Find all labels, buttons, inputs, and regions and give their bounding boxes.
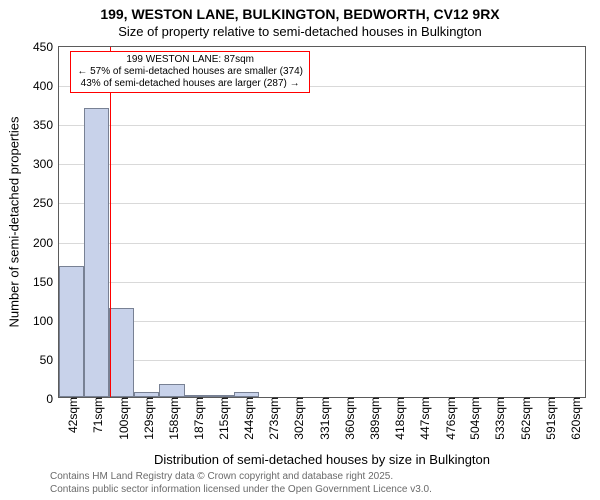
y-tick-label: 250 xyxy=(33,196,59,210)
x-tick-label: 187sqm xyxy=(188,397,206,440)
x-tick-label: 100sqm xyxy=(113,397,131,440)
x-tick-label: 562sqm xyxy=(515,397,533,440)
gridline xyxy=(59,164,585,165)
y-tick-label: 450 xyxy=(33,40,59,54)
callout-line-3: 43% of semi-detached houses are larger (… xyxy=(77,78,303,90)
plot-area: 05010015020025030035040045042sqm71sqm100… xyxy=(58,46,586,398)
x-tick-label: 215sqm xyxy=(213,397,231,440)
x-tick-label: 476sqm xyxy=(440,397,458,440)
histogram-bar xyxy=(159,384,184,397)
x-tick-label: 447sqm xyxy=(414,397,432,440)
y-tick-label: 150 xyxy=(33,275,59,289)
gridline xyxy=(59,321,585,322)
x-tick-label: 331sqm xyxy=(314,397,332,440)
gridline xyxy=(59,125,585,126)
y-axis-title: Number of semi-detached properties xyxy=(7,117,22,328)
x-tick-label: 418sqm xyxy=(389,397,407,440)
chart-subtitle: Size of property relative to semi-detach… xyxy=(0,24,600,39)
x-tick-label: 273sqm xyxy=(263,397,281,440)
x-tick-label: 42sqm xyxy=(62,397,80,433)
x-tick-label: 244sqm xyxy=(238,397,256,440)
y-tick-label: 350 xyxy=(33,118,59,132)
x-tick-label: 129sqm xyxy=(138,397,156,440)
x-tick-label: 71sqm xyxy=(87,397,105,433)
y-tick-label: 100 xyxy=(33,314,59,328)
x-tick-label: 302sqm xyxy=(288,397,306,440)
x-tick-label: 591sqm xyxy=(540,397,558,440)
histogram-bar xyxy=(109,308,134,397)
x-tick-label: 504sqm xyxy=(464,397,482,440)
gridline xyxy=(59,203,585,204)
y-tick-label: 200 xyxy=(33,236,59,250)
callout-line-1: 199 WESTON LANE: 87sqm xyxy=(77,54,303,66)
attribution: Contains HM Land Registry data © Crown c… xyxy=(50,471,432,496)
histogram-bar xyxy=(59,266,84,397)
x-tick-label: 533sqm xyxy=(489,397,507,440)
histogram-bar xyxy=(84,108,109,397)
x-tick-label: 620sqm xyxy=(565,397,583,440)
gridline xyxy=(59,360,585,361)
x-tick-label: 158sqm xyxy=(163,397,181,440)
marker-line xyxy=(110,47,111,397)
attribution-line1: Contains HM Land Registry data © Crown c… xyxy=(50,471,432,484)
y-tick-label: 0 xyxy=(46,392,59,406)
y-tick-label: 50 xyxy=(40,353,59,367)
callout-line-2: ← 57% of semi-detached houses are smalle… xyxy=(77,66,303,78)
attribution-line2: Contains public sector information licen… xyxy=(50,484,432,497)
gridline xyxy=(59,282,585,283)
x-tick-label: 360sqm xyxy=(339,397,357,440)
gridline xyxy=(59,243,585,244)
property-size-histogram: 199, WESTON LANE, BULKINGTON, BEDWORTH, … xyxy=(0,0,600,500)
x-axis-title: Distribution of semi-detached houses by … xyxy=(154,452,490,467)
x-tick-label: 389sqm xyxy=(364,397,382,440)
y-tick-label: 300 xyxy=(33,157,59,171)
y-tick-label: 400 xyxy=(33,79,59,93)
callout-box: 199 WESTON LANE: 87sqm← 57% of semi-deta… xyxy=(70,51,310,93)
chart-title: 199, WESTON LANE, BULKINGTON, BEDWORTH, … xyxy=(0,6,600,22)
